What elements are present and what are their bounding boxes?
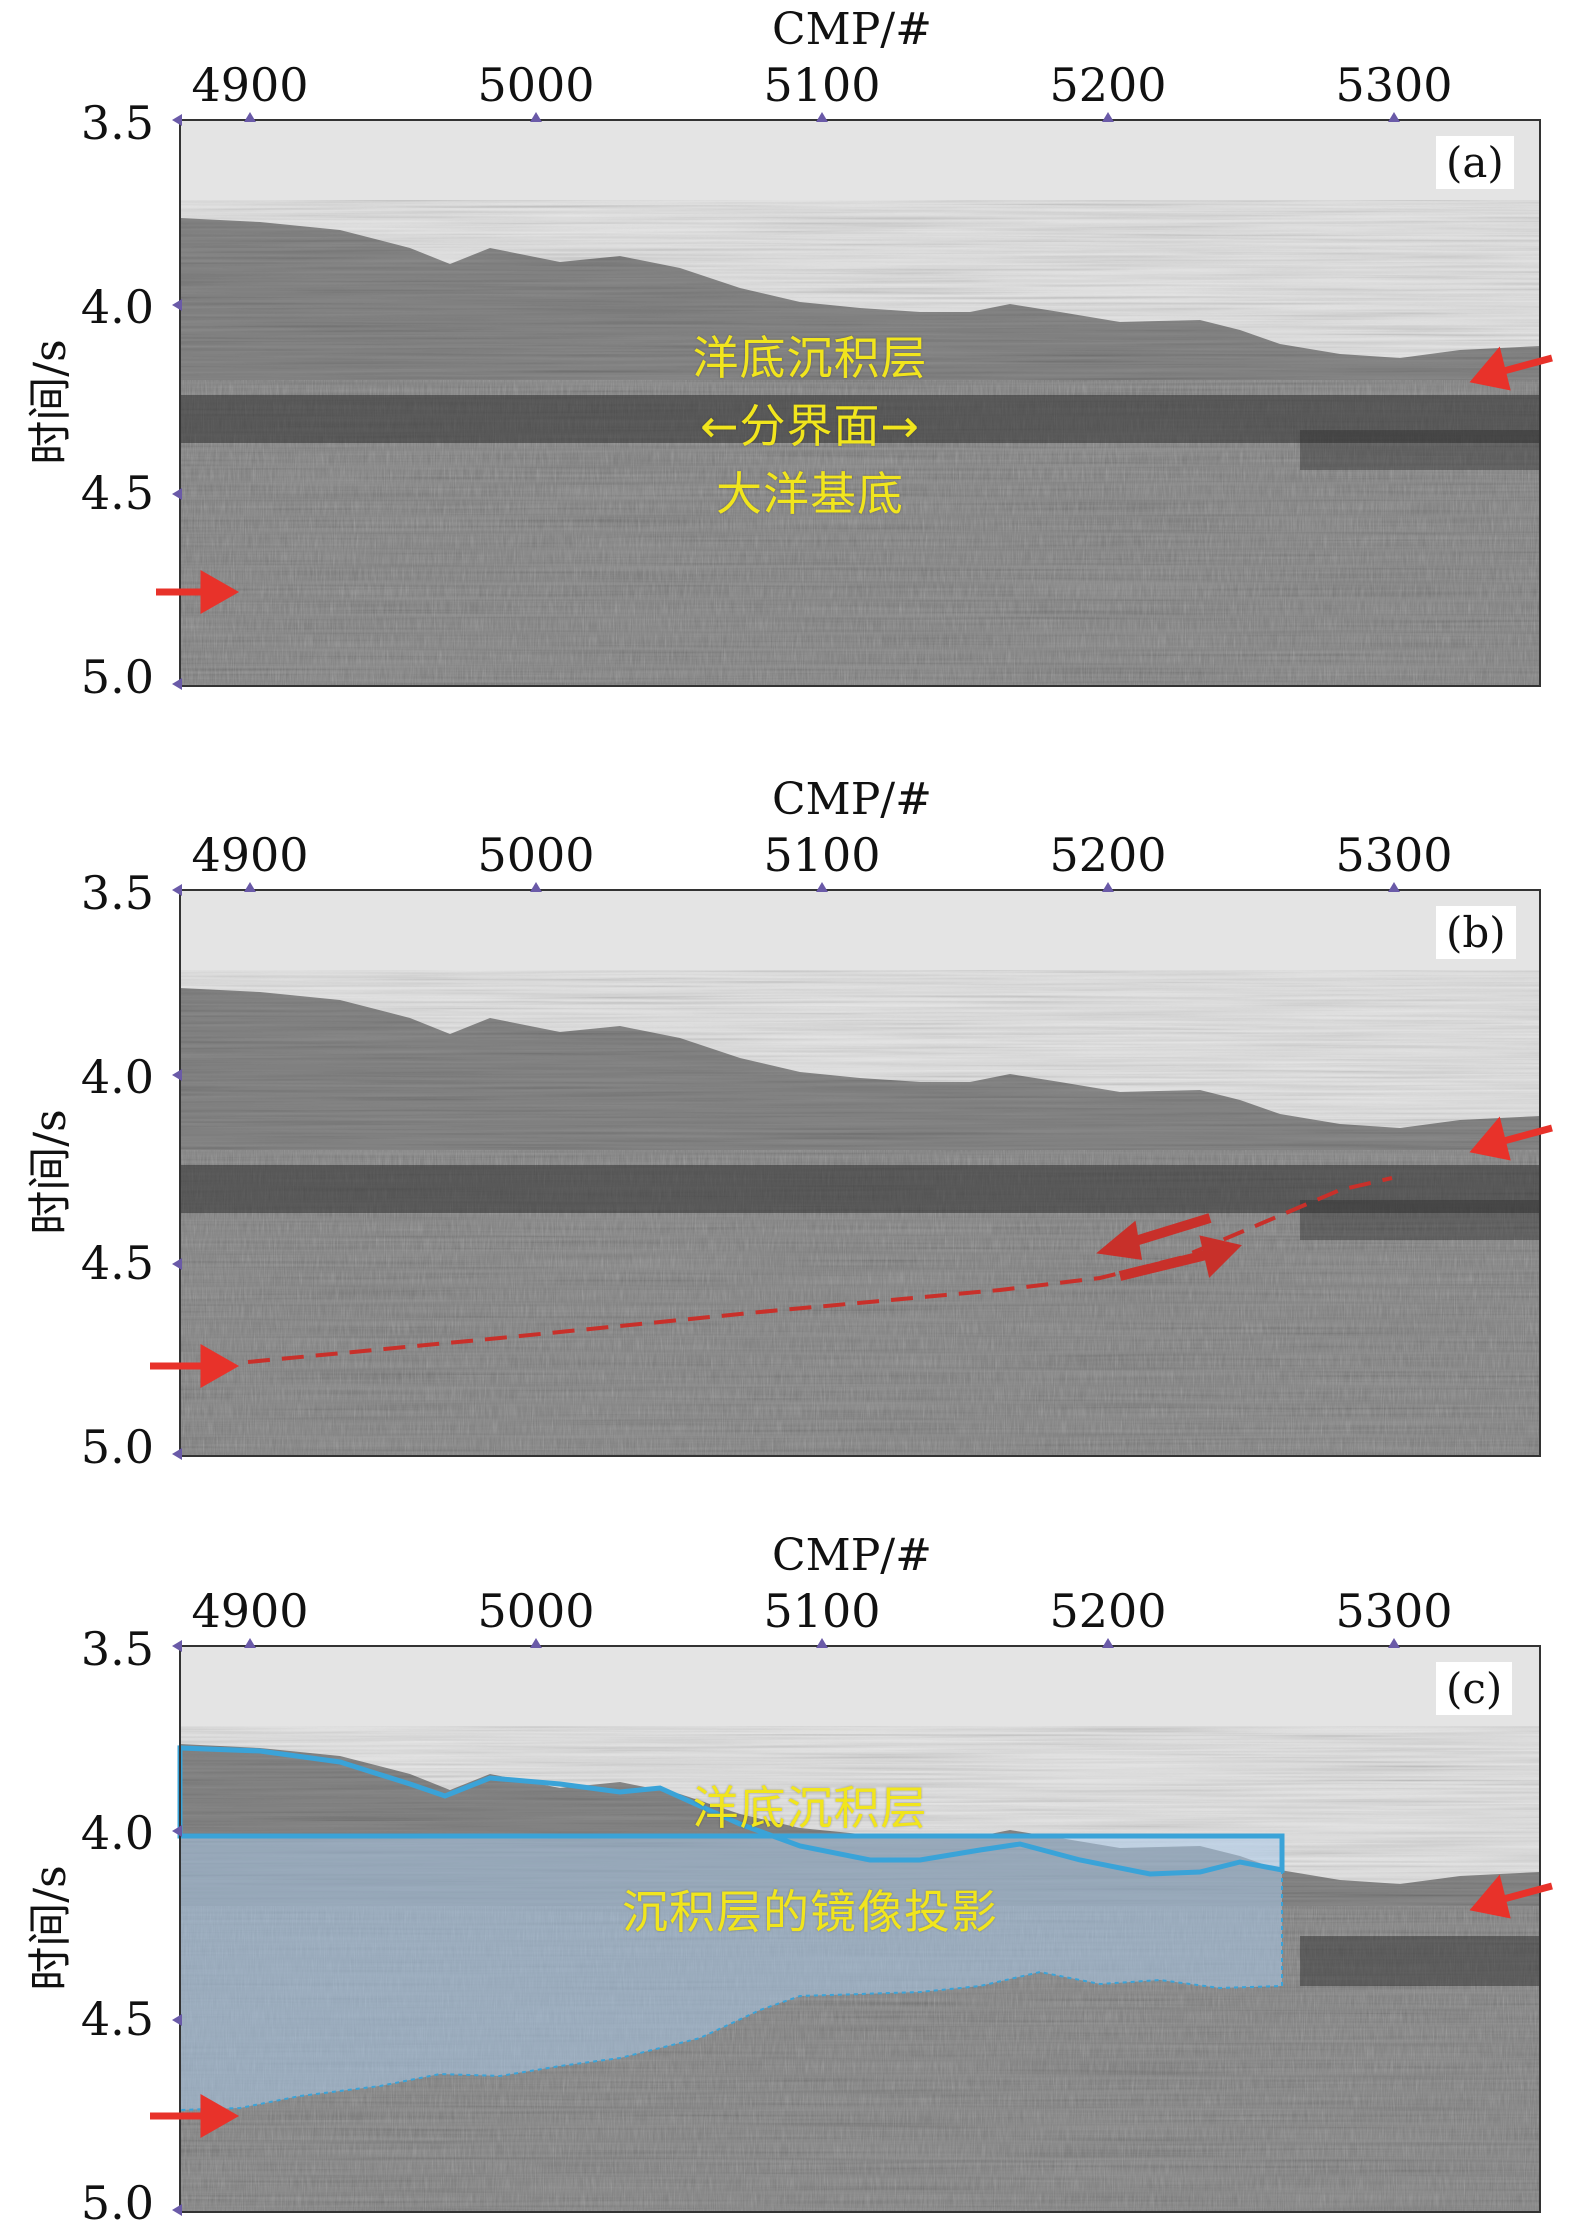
panel-label: (c)	[1436, 1662, 1513, 1715]
annotation-sediment: 洋底沉积层	[692, 1781, 928, 1835]
x-tick-label: 4900	[191, 828, 309, 882]
annotation-mirror-projection: 沉积层的镜像投影	[622, 1885, 998, 1939]
y-tick-marks	[172, 1640, 182, 2216]
x-tick-marks	[244, 882, 1400, 892]
x-tick-label: 5300	[1335, 58, 1453, 112]
plot-frame	[179, 1645, 1541, 2213]
y-tick-label: 4.0	[80, 280, 154, 334]
seismic-section-a	[156, 112, 1553, 690]
x-axis-title: CMP/#	[771, 1530, 932, 1581]
panel-b: CMP/# 4900 5000 5100 5200 5300 3.5 4.0 4…	[0, 770, 1575, 1490]
x-tick-label: 5100	[763, 828, 881, 882]
sediment-outline	[177, 1745, 1285, 1877]
y-tick-label: 4.5	[80, 1236, 154, 1290]
x-tick-marks	[244, 112, 1400, 122]
x-tick-label: 5000	[477, 1584, 595, 1638]
red-half-arrows	[1096, 1213, 1242, 1281]
red-arrow-right	[150, 2093, 240, 2139]
y-tick-label: 5.0	[80, 1420, 154, 1474]
y-tick-label: 3.5	[80, 1622, 154, 1676]
annotation-sediment: 洋底沉积层	[692, 331, 928, 385]
x-tick-label: 5200	[1049, 58, 1167, 112]
y-tick-label: 5.0	[80, 650, 154, 704]
y-tick-label: 5.0	[80, 2176, 154, 2230]
x-tick-label: 5100	[763, 58, 881, 112]
x-tick-label: 5000	[477, 58, 595, 112]
basement-reflector	[180, 1165, 1540, 1213]
red-arrow-left	[1469, 346, 1553, 391]
y-tick-label: 4.5	[80, 466, 154, 520]
seismic-section-c	[150, 1638, 1553, 2216]
y-tick-label: 3.5	[80, 866, 154, 920]
y-tick-label: 4.5	[80, 1992, 154, 2046]
red-arrow-right	[150, 1343, 240, 1389]
mirror-projection-region	[180, 1835, 1283, 2112]
panel-c: CMP/# 4900 5000 5100 5200 5300 3.5 4.0 4…	[0, 1526, 1575, 2238]
dashed-fault-line	[247, 1176, 1393, 1364]
x-tick-label: 5200	[1049, 1584, 1167, 1638]
panel-label: (a)	[1436, 136, 1514, 189]
y-tick-label: 4.0	[80, 1806, 154, 1860]
x-tick-label: 4900	[191, 1584, 309, 1638]
x-tick-marks	[244, 1638, 1400, 1648]
annotation-boundary: ←分界面→	[699, 399, 921, 453]
red-arrow-left	[1469, 1874, 1553, 1919]
y-tick-marks	[172, 114, 182, 690]
x-axis-title: CMP/#	[771, 774, 932, 825]
y-tick-label: 3.5	[80, 96, 154, 150]
plot-frame	[179, 119, 1541, 687]
x-tick-label: 4900	[191, 58, 309, 112]
red-arrow-right	[156, 569, 240, 615]
x-tick-label: 5100	[763, 1584, 881, 1638]
red-arrow-left	[1469, 1116, 1553, 1161]
y-tick-label: 4.0	[80, 1050, 154, 1104]
annotation-basement: 大洋基底	[716, 467, 904, 521]
x-tick-label: 5300	[1335, 1584, 1453, 1638]
panel-a: CMP/# 4900 5000 5100 5200 5300 3.5 4.0 4…	[0, 0, 1575, 740]
x-tick-label: 5300	[1335, 828, 1453, 882]
x-tick-label: 5200	[1049, 828, 1167, 882]
y-tick-marks	[172, 884, 182, 1460]
x-axis-title: CMP/#	[771, 4, 932, 55]
x-tick-label: 5000	[477, 828, 595, 882]
basement-reflector	[180, 395, 1540, 443]
panel-label: (b)	[1436, 906, 1516, 959]
plot-frame	[179, 889, 1541, 1457]
seismic-section-b	[150, 882, 1553, 1460]
